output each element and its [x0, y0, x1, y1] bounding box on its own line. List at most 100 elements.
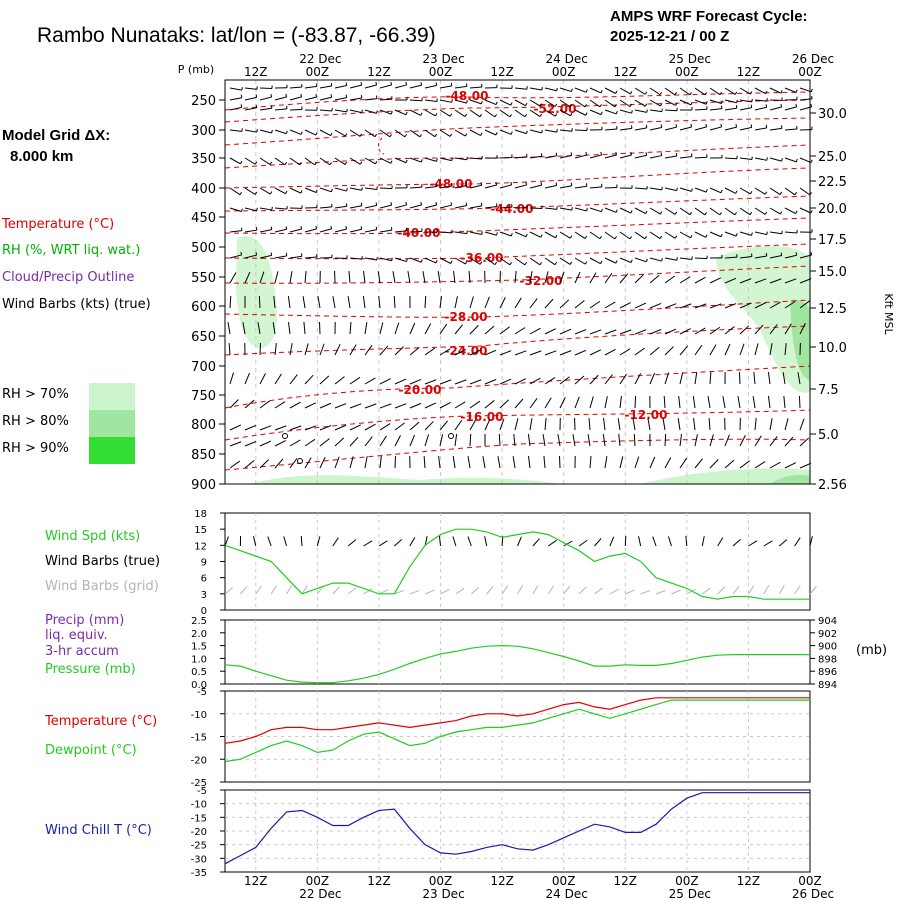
wind-barb [514, 297, 522, 309]
wind-barb-feather [676, 257, 678, 261]
wind-barb-grid [794, 585, 801, 595]
wind-barb [229, 129, 242, 132]
wind-barb [544, 397, 552, 409]
wind-barb-feather [241, 87, 243, 91]
wind-barb-feather [585, 112, 588, 116]
wind-barb [454, 348, 466, 356]
wind-barb [349, 257, 362, 260]
legend-cloud-outline: Cloud/Precip Outline [2, 270, 135, 285]
wind-barb [424, 421, 434, 431]
wind-barb [364, 377, 376, 385]
wind-barb [364, 157, 376, 165]
wind-barb-true [467, 536, 472, 547]
wind-barb-feather [764, 211, 768, 215]
wind-barb-feather [584, 261, 588, 265]
wind-barb-feather [810, 159, 813, 163]
wind-barb-feather [779, 211, 783, 215]
wind-barb [469, 325, 479, 335]
wind-barb-feather [554, 103, 558, 107]
wind-barb [738, 371, 741, 385]
wind-barb [304, 425, 317, 431]
wind-barb [739, 107, 752, 111]
wind-barb-grid [609, 588, 619, 595]
wind-barb [694, 434, 698, 447]
wind-barb [633, 433, 636, 447]
wind-barb [769, 87, 782, 94]
wind-barb [574, 231, 586, 239]
wind-barb-feather [645, 210, 648, 214]
wind-barb [259, 207, 272, 211]
isotherm-line [224, 144, 811, 169]
wind-barb [709, 303, 722, 309]
wind-barb-feather [464, 261, 468, 265]
wind-barb-feather [675, 124, 678, 128]
wind-barb [289, 255, 302, 259]
wind-barb [244, 254, 257, 259]
wind-barb-feather [449, 113, 453, 117]
wind-barb [332, 296, 336, 309]
wind-barb [769, 187, 781, 196]
wind-barb [739, 302, 752, 309]
pressure-tick-label: 700 [191, 360, 216, 375]
wind-barb-feather [435, 201, 438, 206]
wind-barb [559, 257, 571, 265]
isotherm-line [377, 137, 385, 155]
wind-barb [499, 297, 506, 309]
wind-barb [634, 395, 637, 409]
wind-barb [708, 417, 711, 431]
wind-barb [634, 87, 646, 95]
height-tick-label: 25.0 [818, 150, 847, 165]
wind-barb [499, 156, 513, 159]
wind-barb-feather [240, 104, 243, 108]
wind-barb [649, 302, 662, 309]
wind-barb-feather [674, 211, 678, 215]
wind-barb [514, 129, 527, 135]
wind-barb-grid [394, 589, 404, 595]
wind-barb-feather [600, 89, 603, 94]
wind-barb [709, 87, 721, 96]
wind-barb-feather [571, 207, 573, 211]
wind-barb [769, 231, 782, 235]
wind-barb [469, 257, 481, 265]
wind-barb [454, 85, 467, 89]
wind-barb [259, 187, 271, 195]
wind-barb [349, 436, 359, 447]
time-date-label: 23 Dec [422, 887, 464, 900]
wind-barb [679, 345, 689, 356]
wind-barb-feather [780, 103, 783, 108]
wind-barb-true [438, 536, 442, 547]
wind-barb [362, 296, 366, 309]
wind-barb [349, 109, 362, 114]
wind-barb-feather [629, 91, 633, 95]
wind-barb [484, 99, 497, 106]
wind-barb [663, 395, 666, 409]
wind-barb [499, 129, 512, 135]
wind-barb-feather [465, 202, 468, 206]
wind-barb [469, 349, 482, 356]
wind-barb-feather [464, 133, 468, 137]
wind-barb-feather [375, 81, 378, 86]
wind-barb [424, 257, 437, 264]
wind-barb [259, 254, 272, 259]
wind-barb [649, 207, 661, 215]
wind-barb-feather [570, 182, 573, 186]
wind-barb [304, 457, 312, 469]
wind-barb [709, 326, 721, 335]
wind-barb [694, 276, 706, 284]
wind-barb-true [809, 536, 813, 547]
isotherm-label: -24.00 [445, 344, 488, 358]
wind-barb-grid [717, 586, 726, 595]
wind-barb-feather [450, 202, 453, 206]
wind-barb [304, 256, 317, 259]
wind-barb-feather [750, 191, 753, 195]
wind-barb-feather [705, 234, 708, 238]
wind-barb [334, 403, 347, 409]
wind-barb-grid [578, 586, 587, 595]
wind-barb [409, 421, 420, 431]
wind-barb [289, 129, 302, 135]
wind-barb-feather [556, 87, 558, 91]
wind-barb [739, 126, 752, 131]
wind-barb-feather [645, 258, 648, 262]
wind-barb [574, 329, 587, 335]
wind-barb-true [609, 536, 615, 547]
